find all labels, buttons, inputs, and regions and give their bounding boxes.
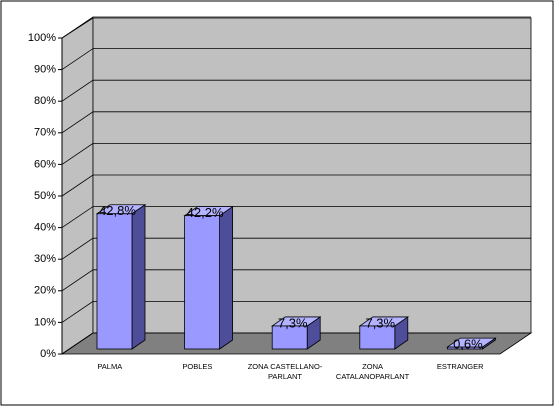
grid-line <box>61 16 531 39</box>
value-label: 7,3% <box>278 315 308 330</box>
grid-line <box>61 269 531 292</box>
value-label: 7,3% <box>365 315 395 330</box>
bar <box>270 316 322 350</box>
x-tick-label: POBLES <box>182 362 213 371</box>
bar-front <box>446 346 483 350</box>
bar-side <box>131 203 146 350</box>
bar <box>358 316 410 350</box>
bar <box>183 205 234 350</box>
grid-line <box>61 79 531 102</box>
grid-line <box>61 300 531 323</box>
bar-front <box>271 325 308 350</box>
x-tick-label: PALMA <box>97 362 123 371</box>
x-tick-label: ZONA CASTELLANO-PARLANT <box>247 362 323 381</box>
y-tick-label: 90% <box>34 64 56 76</box>
back-wall <box>92 17 532 334</box>
grid-line <box>61 142 531 165</box>
grid-line <box>61 174 531 197</box>
x-tick-label: ZONA CATALANOPARLANT <box>335 362 410 381</box>
bar-front <box>359 325 396 350</box>
grid-line <box>61 237 531 260</box>
grid-line <box>61 206 531 228</box>
value-label: 42,8% <box>99 203 136 218</box>
bar-front <box>96 213 133 350</box>
y-tick-label: 80% <box>34 95 56 107</box>
y-tick-label: 100% <box>28 32 56 44</box>
grid-line <box>61 111 531 134</box>
bar <box>446 337 497 350</box>
bar <box>95 203 147 350</box>
y-tick-label: 10% <box>34 316 56 328</box>
bar-side <box>219 205 234 350</box>
y-tick-label: 50% <box>34 190 56 202</box>
y-tick-label: 70% <box>34 127 56 139</box>
value-label: 42,2% <box>187 205 224 220</box>
y-tick-label: 60% <box>34 158 56 170</box>
grid-line <box>61 48 531 70</box>
y-tick-label: 20% <box>34 285 56 297</box>
y-tick-label: 0% <box>40 348 56 360</box>
y-tick-label: 30% <box>34 253 56 265</box>
value-label: 0,6% <box>453 337 483 352</box>
y-tick-label: 40% <box>34 222 56 234</box>
x-tick-label: ESTRANGER <box>436 362 484 371</box>
left-wall <box>61 17 94 355</box>
bar-front <box>184 215 221 350</box>
